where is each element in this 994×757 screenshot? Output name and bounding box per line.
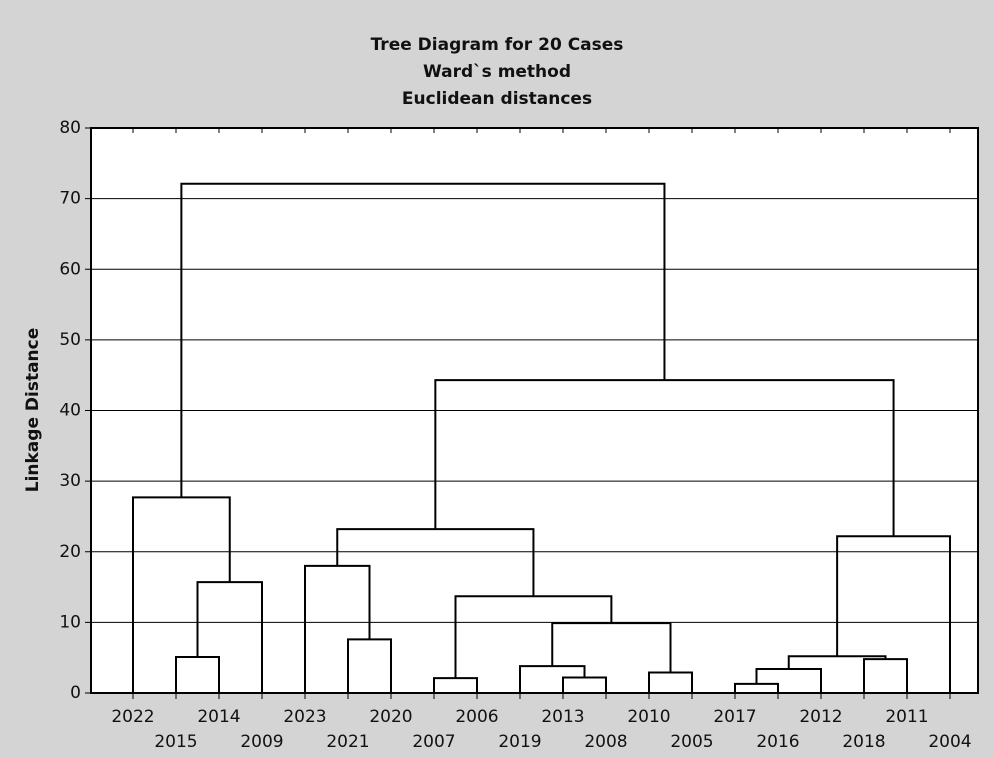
x-tick-label: 2023 [283, 707, 326, 727]
plot-frame [90, 127, 979, 694]
chart-subtitle: Ward`s method [423, 62, 571, 82]
x-tick-label: 2010 [627, 707, 670, 727]
x-tick-label: 2008 [584, 732, 627, 752]
x-tick-label: 2019 [498, 732, 541, 752]
y-tick-label: 20 [59, 542, 81, 562]
x-tick-label: 2009 [240, 732, 283, 752]
y-tick-label: 10 [59, 612, 81, 632]
x-tick-label: 2018 [842, 732, 885, 752]
chart-title: Tree Diagram for 20 Cases [371, 35, 624, 55]
x-tick-label: 2005 [670, 732, 713, 752]
y-tick-label: 30 [59, 471, 81, 491]
y-tick-label: 50 [59, 330, 81, 350]
dendrogram-link [836, 535, 951, 693]
dendrogram-link [180, 182, 666, 498]
dendrogram-link [433, 677, 478, 693]
x-tick-label: 2011 [885, 707, 928, 727]
x-tick-label: 2012 [799, 707, 842, 727]
y-tick-label: 60 [59, 259, 81, 279]
y-tick-label: 40 [59, 401, 81, 421]
y-axis-label: Linkage Distance [23, 328, 43, 493]
x-tick-label: 2007 [412, 732, 455, 752]
y-tick-label: 70 [59, 189, 81, 209]
x-tick-label: 2022 [111, 707, 154, 727]
x-tick-label: 2017 [713, 707, 756, 727]
x-tick-label: 2014 [197, 707, 240, 727]
y-tick-label: 80 [59, 118, 81, 138]
dendrogram-link [454, 595, 613, 679]
dendrogram-link [562, 676, 607, 693]
y-tick-label: 0 [70, 683, 81, 703]
x-tick-label: 2015 [154, 732, 197, 752]
dendrogram-link [132, 496, 231, 693]
chart-subtitle: Euclidean distances [402, 89, 592, 109]
x-tick-label: 2013 [541, 707, 584, 727]
x-tick-label: 2020 [369, 707, 412, 727]
x-tick-label: 2006 [455, 707, 498, 727]
x-tick-label: 2021 [326, 732, 369, 752]
dendrogram-link [734, 682, 779, 693]
x-tick-label: 2004 [928, 732, 971, 752]
x-tick-label: 2016 [756, 732, 799, 752]
dendrogram-link [648, 671, 693, 693]
dendrogram-link [196, 581, 263, 693]
